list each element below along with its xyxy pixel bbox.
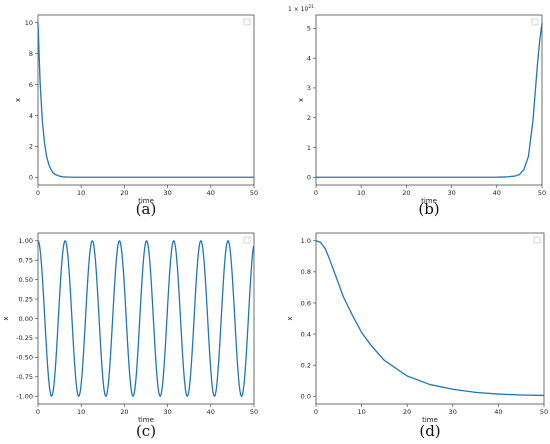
- x-tick-label: 30: [447, 189, 455, 197]
- y-axis-label: x: [297, 98, 305, 102]
- y-tick-label: 0: [307, 174, 311, 182]
- y-tick-label: 2: [307, 114, 311, 122]
- plot-frame: [37, 14, 255, 186]
- y-tick-label: 2: [29, 143, 33, 151]
- x-tick-label: 20: [120, 189, 128, 197]
- x-tick-label: 50: [250, 189, 258, 197]
- y-tick-label: 0.8: [301, 268, 311, 276]
- x-tick-label: 40: [207, 189, 215, 197]
- y-tick-label: 0.0: [301, 393, 311, 401]
- y-tick-label: 4: [307, 54, 311, 62]
- y-tick-label: -0.25: [16, 334, 33, 342]
- y-tick-label: 1.00: [19, 237, 33, 245]
- subplot-caption: (d): [419, 422, 440, 440]
- y-tick-label: 0.4: [301, 330, 311, 338]
- multiplier-times: × 10: [292, 6, 309, 13]
- y-tick-label: 0.25: [19, 295, 33, 303]
- x-tick-label: 20: [403, 408, 411, 416]
- x-tick-label: 10: [77, 189, 85, 197]
- subplot-caption: (b): [418, 200, 439, 218]
- x-axis-label: time: [138, 416, 154, 424]
- subplot-caption: (c): [136, 422, 156, 440]
- y-tick-label: 0.50: [19, 276, 33, 284]
- y-tick-label: 0.00: [19, 315, 33, 323]
- offset-multiplier: 1 × 1021: [288, 4, 314, 13]
- plot-frame: [315, 232, 545, 405]
- subplot-caption: (a): [136, 200, 157, 218]
- y-tick-label: 1: [307, 144, 311, 152]
- x-tick-label: 20: [120, 408, 128, 416]
- x-axis-label: time: [138, 197, 154, 205]
- y-tick-label: 10: [25, 19, 33, 27]
- subplot-1: 0 10 20 30 40 50 0 2 4 6 8 10 time x (a): [14, 14, 258, 218]
- x-tick-label: 50: [538, 189, 546, 197]
- x-tick-label: 40: [494, 408, 502, 416]
- x-tick-label: 10: [77, 408, 85, 416]
- x-axis-label: time: [422, 416, 438, 424]
- legend-box: [243, 236, 251, 244]
- y-tick-label: 0: [29, 174, 33, 182]
- x-tick-label: 10: [357, 408, 365, 416]
- x-tick-label: 50: [540, 408, 548, 416]
- multiplier-base: 1: [288, 6, 292, 13]
- y-tick-label: 6: [29, 81, 33, 89]
- x-tick-label: 0: [314, 189, 318, 197]
- y-tick-label: -0.75: [16, 373, 33, 381]
- x-tick-label: 0: [36, 189, 40, 197]
- y-tick-label: -1.00: [16, 393, 33, 401]
- y-axis-label: x: [286, 316, 294, 320]
- y-tick-label: 4: [29, 112, 33, 120]
- series-line: [37, 22, 254, 178]
- multiplier-exponent: 21: [308, 4, 314, 10]
- y-axis-label: x: [14, 98, 22, 102]
- y-tick-label: 3: [307, 84, 311, 92]
- y-axis-label: x: [2, 316, 10, 320]
- y-tick-label: 1.0: [301, 237, 311, 245]
- plot-frame: [315, 14, 543, 186]
- x-tick-label: 0: [314, 408, 318, 416]
- y-tick-label: 0.2: [301, 361, 311, 369]
- x-tick-label: 50: [250, 408, 258, 416]
- x-tick-label: 20: [402, 189, 410, 197]
- x-tick-label: 40: [207, 408, 215, 416]
- legend-box: [533, 236, 541, 244]
- y-tick-label: 5: [307, 25, 311, 33]
- x-tick-label: 0: [36, 408, 40, 416]
- y-tick-label: 0.75: [19, 257, 33, 265]
- y-tick-label: 8: [29, 50, 33, 58]
- x-axis-label: time: [421, 197, 437, 205]
- subplot-2: 0 10 20 30 40 50 0 1 2 3 4 5 time x 1 × 1021 (b): [288, 4, 546, 218]
- subplot-4: 0 10 20 30 40 50 0.0 0.2 0.4 0.6 0.8 1.0 time x (d): [286, 232, 548, 440]
- y-tick-label: 0.6: [301, 299, 311, 307]
- x-tick-label: 30: [449, 408, 457, 416]
- series-line: [37, 240, 255, 397]
- x-tick-label: 40: [493, 189, 501, 197]
- legend-box: [531, 18, 539, 26]
- y-tick-label: -0.50: [16, 354, 33, 362]
- x-tick-label: 30: [163, 189, 171, 197]
- subplot-3: 0 10 20 30 40 50 -1.00 -0.75 -0.50 -0.25 0.00 0.25 0…: [2, 232, 258, 440]
- x-tick-label: 10: [357, 189, 365, 197]
- series-line: [316, 22, 543, 178]
- legend-box: [243, 18, 251, 26]
- series-line: [315, 240, 545, 397]
- x-tick-label: 30: [163, 408, 171, 416]
